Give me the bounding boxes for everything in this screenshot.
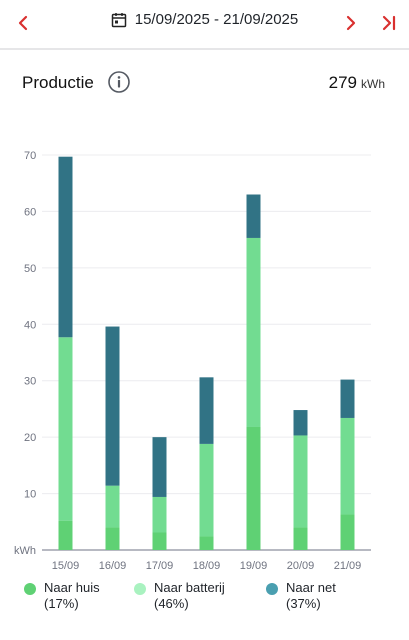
y-tick-label: 70 xyxy=(24,150,36,162)
chevron-left-icon xyxy=(18,15,28,31)
legend-percent: (37%) xyxy=(286,596,321,611)
bar-segment-naar-huis xyxy=(152,532,167,550)
y-tick-label: 10 xyxy=(24,489,36,501)
y-tick-label: 60 xyxy=(24,206,36,218)
legend-percent: (46%) xyxy=(154,596,189,611)
chevron-right-icon xyxy=(346,15,356,31)
bar-segment-naar-huis xyxy=(105,527,120,550)
bar-segment-naar-net xyxy=(199,377,214,444)
last-week-button[interactable] xyxy=(374,8,404,38)
bar-segment-naar-huis xyxy=(246,426,261,550)
y-axis-label: kWh xyxy=(14,545,36,557)
calendar-icon xyxy=(111,12,127,28)
bar-segment-naar-batterij xyxy=(246,237,261,427)
date-range-selector[interactable]: 15/09/2025 - 21/09/2025 xyxy=(0,11,409,28)
x-tick-label: 16/09 xyxy=(99,560,127,572)
legend-swatch xyxy=(24,583,36,595)
x-tick-label: 21/09 xyxy=(334,560,362,572)
total-unit: kWh xyxy=(361,77,385,91)
legend-label: Naar huis xyxy=(44,580,100,595)
bar-segment-naar-net xyxy=(340,379,355,418)
section-title: Productie xyxy=(22,73,94,92)
top-bar: 15/09/2025 - 21/09/2025 xyxy=(0,0,409,50)
bar-segment-naar-net xyxy=(105,326,120,486)
legend-percent: (17%) xyxy=(44,596,79,611)
bar-segment-naar-net xyxy=(293,410,308,436)
bar-segment-naar-batterij xyxy=(199,443,214,537)
x-tick-label: 17/09 xyxy=(146,560,174,572)
bar-segment-naar-huis xyxy=(293,527,308,550)
bar-segment-naar-net xyxy=(58,156,73,338)
info-button[interactable] xyxy=(107,70,131,94)
total-value: 279 xyxy=(328,73,357,92)
y-tick-label: 50 xyxy=(24,263,36,275)
total-production: 279 kWh xyxy=(329,73,385,93)
legend-label: Naar net xyxy=(286,580,336,595)
legend-swatch xyxy=(266,583,278,595)
legend-item-naar-huis: Naar huis (17%) xyxy=(24,580,100,612)
bar-segment-naar-huis xyxy=(58,520,73,550)
bar-segment-naar-batterij xyxy=(58,337,73,521)
bar-segment-naar-huis xyxy=(340,514,355,550)
y-tick-label: 30 xyxy=(24,376,36,388)
x-tick-label: 15/09 xyxy=(52,560,80,572)
next-week-button[interactable] xyxy=(336,8,366,38)
previous-week-button[interactable] xyxy=(8,8,38,38)
bar-segment-naar-net xyxy=(246,194,261,238)
x-tick-label: 18/09 xyxy=(193,560,221,572)
skip-to-last-icon xyxy=(382,15,396,31)
date-range-label: 15/09/2025 - 21/09/2025 xyxy=(134,11,299,28)
bar-segment-naar-batterij xyxy=(152,496,167,533)
y-tick-label: 40 xyxy=(24,319,36,331)
legend-swatch xyxy=(134,583,146,595)
y-tick-label: 20 xyxy=(24,432,36,444)
legend-label: Naar batterij xyxy=(154,580,225,595)
bar-segment-naar-batterij xyxy=(340,417,355,515)
info-icon xyxy=(108,71,130,93)
bar-segment-naar-huis xyxy=(199,536,214,550)
x-tick-label: 20/09 xyxy=(287,560,315,572)
legend-item-naar-batterij: Naar batterij (46%) xyxy=(134,580,225,612)
bar-segment-naar-net xyxy=(152,437,167,497)
legend-item-naar-net: Naar net (37%) xyxy=(266,580,336,612)
production-chart: 10 20 30 40 50 60 70 kWh 15/09 16/09 17/09 18/09 19/… xyxy=(14,150,371,572)
x-tick-label: 19/09 xyxy=(240,560,268,572)
bar-segment-naar-batterij xyxy=(293,435,308,528)
bar-segment-naar-batterij xyxy=(105,485,120,528)
